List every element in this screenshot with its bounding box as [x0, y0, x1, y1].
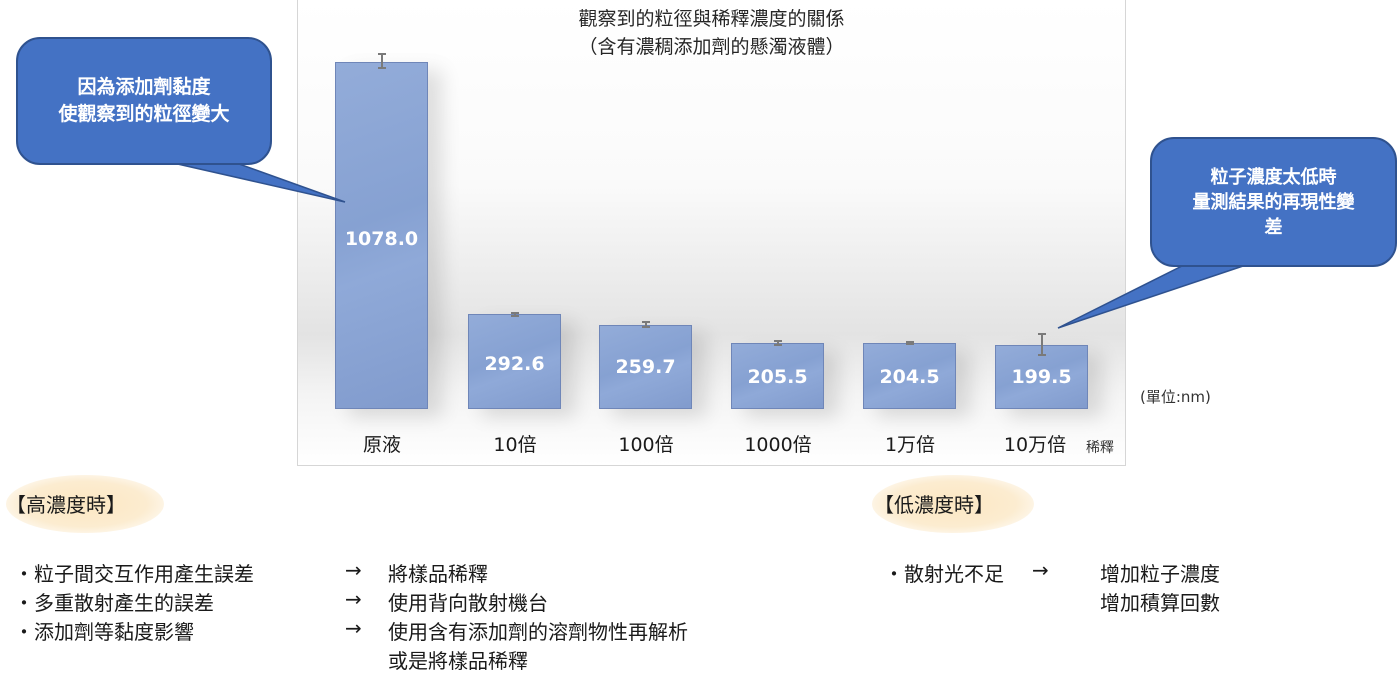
category-label-5: 10万倍	[1003, 434, 1067, 456]
low-conc-remedy-1b: 增加積算回數	[1100, 591, 1220, 615]
category-label-4: 1万倍	[884, 434, 936, 456]
high-conc-arrow-2: →	[345, 587, 362, 611]
callout-right-line-1: 粒子濃度太低時	[1210, 166, 1337, 188]
error-bar-5	[1038, 333, 1046, 356]
unit-label: (單位:nm)	[1140, 388, 1211, 406]
bar-4: 204.5	[863, 343, 956, 409]
callout-left: 因為添加劑黏度 使觀察到的粒徑變大	[16, 37, 272, 165]
high-conc-remedy-2: 使用背向散射機台	[388, 591, 548, 615]
high-conc-arrow-1: →	[345, 558, 362, 582]
low-conc-heading: 【低濃度時】	[874, 493, 994, 517]
bar-3: 205.5	[731, 343, 824, 409]
callout-left-line-2: 使觀察到的粒徑變大	[58, 103, 230, 125]
error-bar-3	[774, 340, 782, 346]
callout-right-line-3: 差	[1264, 216, 1283, 238]
high-conc-remedy-3b: 或是將樣品稀釋	[388, 649, 528, 673]
high-conc-remedy-1: 將樣品稀釋	[388, 562, 488, 586]
chart-area: 觀察到的粒徑與稀釋濃度的關係 （含有濃稠添加劑的懸濁液體）	[297, 0, 1126, 466]
bar-value-4: 204.5	[879, 366, 940, 388]
low-conc-arrow-1: →	[1032, 558, 1049, 582]
high-conc-remedy-3a: 使用含有添加劑的溶劑物性再解析	[388, 620, 688, 644]
high-conc-cause-3: ・添加劑等黏度影響	[14, 620, 194, 644]
category-label-3: 1000倍	[744, 434, 812, 456]
bar-value-0: 1078.0	[344, 228, 419, 250]
category-label-2: 100倍	[618, 434, 674, 456]
error-bar-2	[642, 321, 650, 328]
category-label-0: 原液	[362, 434, 401, 456]
high-conc-heading: 【高濃度時】	[6, 493, 126, 517]
high-conc-heading-highlight	[6, 475, 164, 533]
low-conc-heading-highlight	[872, 475, 1034, 533]
callout-left-line-1: 因為添加劑黏度	[77, 76, 211, 98]
x-axis-label: 稀釋	[1086, 440, 1114, 456]
bar-value-2: 259.7	[615, 356, 676, 378]
high-conc-arrow-3: →	[345, 616, 362, 640]
chart-title: 觀察到的粒徑與稀釋濃度的關係	[578, 8, 845, 30]
chart-subtitle: （含有濃稠添加劑的懸濁液體）	[578, 36, 845, 58]
callout-right-line-2: 量測結果的再現性變	[1192, 191, 1355, 213]
high-conc-cause-1: ・粒子間交互作用產生誤差	[14, 562, 254, 586]
category-label-1: 10倍	[493, 434, 537, 456]
error-bar-1	[511, 312, 519, 317]
low-conc-cause-1: ・散射光不足	[884, 562, 1004, 586]
bar-value-1: 292.6	[484, 353, 545, 375]
error-bar-4	[906, 341, 914, 345]
callout-right: 粒子濃度太低時 量測結果的再現性變 差	[1150, 137, 1397, 267]
bar-value-3: 205.5	[747, 366, 808, 388]
chart-title-block: 觀察到的粒徑與稀釋濃度的關係 （含有濃稠添加劑的懸濁液體）	[298, 5, 1125, 61]
high-conc-cause-2: ・多重散射產生的誤差	[14, 591, 214, 615]
error-bar-0	[378, 53, 386, 69]
bar-value-5: 199.5	[1011, 366, 1072, 388]
bar-0: 1078.0	[335, 62, 428, 409]
low-conc-remedy-1a: 增加粒子濃度	[1100, 562, 1220, 586]
